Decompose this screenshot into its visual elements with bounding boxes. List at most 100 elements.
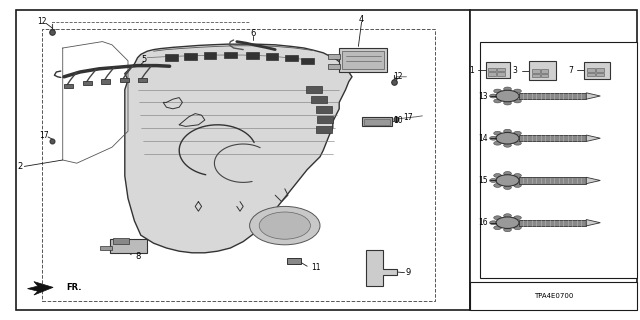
Circle shape <box>514 99 522 103</box>
Circle shape <box>518 221 525 225</box>
Circle shape <box>496 217 519 228</box>
Text: 7: 7 <box>568 66 573 75</box>
Bar <box>311 96 327 103</box>
Bar <box>541 74 548 77</box>
Bar <box>519 135 586 141</box>
Bar <box>480 42 637 278</box>
Text: 17: 17 <box>38 131 49 140</box>
Bar <box>470 282 637 310</box>
Bar <box>519 93 586 99</box>
Bar <box>110 239 147 253</box>
Bar <box>287 258 301 264</box>
Bar <box>184 53 197 60</box>
Text: 17: 17 <box>403 113 413 122</box>
Circle shape <box>493 173 501 177</box>
Circle shape <box>504 186 511 189</box>
Bar <box>316 126 332 133</box>
Polygon shape <box>366 250 397 286</box>
Polygon shape <box>125 44 352 253</box>
Circle shape <box>514 184 522 188</box>
Circle shape <box>504 228 511 232</box>
Bar <box>16 10 470 310</box>
Bar <box>328 54 340 59</box>
Circle shape <box>518 179 525 182</box>
Circle shape <box>504 101 511 105</box>
Text: FR.: FR. <box>66 284 81 292</box>
Bar <box>596 68 604 72</box>
Polygon shape <box>586 93 600 99</box>
Circle shape <box>496 175 519 186</box>
Bar <box>224 52 237 58</box>
Circle shape <box>493 141 501 145</box>
Bar <box>587 68 595 72</box>
Text: 12: 12 <box>37 17 46 26</box>
Text: TPA4E0700: TPA4E0700 <box>534 293 573 299</box>
Text: 2: 2 <box>18 162 23 171</box>
Circle shape <box>496 90 519 102</box>
Circle shape <box>504 143 511 147</box>
Bar <box>101 79 110 84</box>
Circle shape <box>504 87 511 91</box>
Bar <box>519 220 586 226</box>
Bar <box>596 73 604 76</box>
Bar <box>165 54 178 61</box>
Circle shape <box>490 94 497 98</box>
Bar <box>470 10 637 310</box>
Circle shape <box>493 99 501 103</box>
Bar <box>83 81 92 85</box>
Polygon shape <box>586 220 600 226</box>
Bar <box>317 116 333 123</box>
Circle shape <box>514 216 522 220</box>
Circle shape <box>504 214 511 218</box>
Bar <box>328 64 340 69</box>
Circle shape <box>493 131 501 135</box>
Bar <box>204 52 216 59</box>
Text: 5: 5 <box>141 55 147 64</box>
Bar <box>42 29 435 301</box>
Bar <box>541 69 548 73</box>
Bar <box>519 177 586 184</box>
Text: 10: 10 <box>393 116 403 125</box>
Bar <box>64 84 73 88</box>
Text: 3: 3 <box>513 66 518 75</box>
Bar <box>266 53 278 60</box>
Bar <box>362 117 392 126</box>
Circle shape <box>493 216 501 220</box>
Circle shape <box>496 132 519 144</box>
Bar <box>497 72 505 76</box>
Circle shape <box>504 172 511 175</box>
Circle shape <box>518 136 525 140</box>
Circle shape <box>514 141 522 145</box>
Bar <box>306 86 322 93</box>
Bar <box>342 51 384 69</box>
Circle shape <box>514 173 522 177</box>
Text: 4: 4 <box>359 15 364 24</box>
Bar <box>364 119 390 125</box>
Bar <box>301 58 314 64</box>
Text: 8: 8 <box>135 252 140 261</box>
Text: 15: 15 <box>478 176 488 185</box>
Circle shape <box>504 129 511 133</box>
Bar <box>488 72 496 76</box>
Text: 9: 9 <box>406 268 411 277</box>
Text: 16: 16 <box>478 218 488 227</box>
Text: 13: 13 <box>478 92 488 100</box>
Text: 1: 1 <box>470 66 474 75</box>
Bar <box>532 69 540 73</box>
Text: 11: 11 <box>311 263 320 272</box>
Circle shape <box>490 179 497 182</box>
Text: 14: 14 <box>478 134 488 143</box>
Bar <box>246 52 259 59</box>
Bar <box>584 62 610 79</box>
Circle shape <box>493 89 501 93</box>
Bar <box>486 62 510 78</box>
Text: 6: 6 <box>250 29 255 38</box>
Circle shape <box>490 136 497 140</box>
Circle shape <box>514 89 522 93</box>
Bar <box>587 73 595 76</box>
Circle shape <box>518 94 525 98</box>
Ellipse shape <box>250 206 320 245</box>
Polygon shape <box>586 135 600 141</box>
Bar <box>339 48 387 72</box>
Bar <box>113 238 129 244</box>
